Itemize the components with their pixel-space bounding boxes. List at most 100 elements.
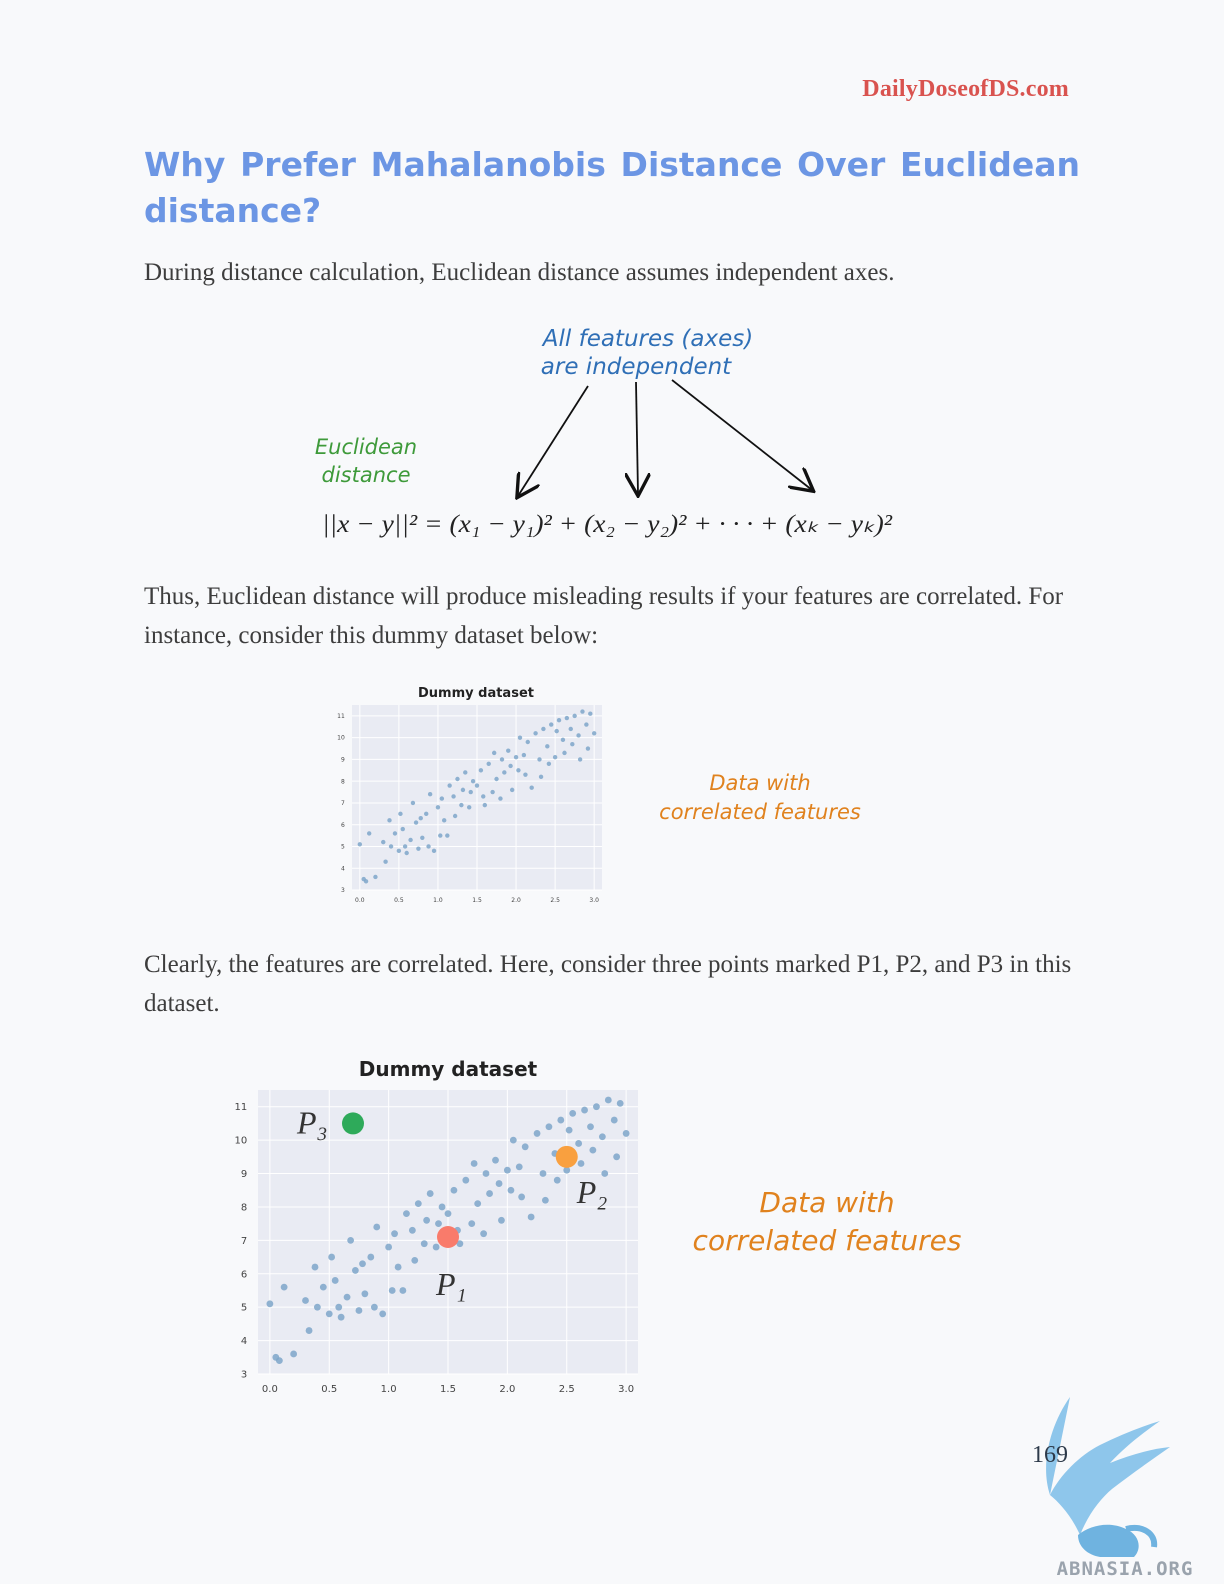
data-point: [492, 1156, 499, 1164]
small-chart-title: Dummy dataset: [418, 686, 534, 701]
data-point: [302, 1297, 309, 1304]
y-tick-label: 7: [341, 800, 345, 807]
data-point: [388, 844, 394, 849]
data-point: [275, 1357, 283, 1365]
small-annotation-line2: correlated features: [659, 800, 861, 824]
large-annotation-line1: Data with: [759, 1186, 894, 1219]
data-point: [509, 787, 515, 793]
data-point: [388, 1287, 396, 1294]
data-point: [541, 1196, 549, 1204]
y-tick-label: 4: [341, 865, 345, 872]
data-point: [518, 1193, 526, 1201]
data-point: [565, 1126, 573, 1134]
data-point: [564, 715, 570, 721]
x-tick-label: 3.0: [618, 1384, 634, 1395]
arrow-1: [518, 385, 589, 496]
data-point: [598, 1133, 606, 1141]
data-point: [420, 1240, 428, 1248]
data-point: [381, 839, 386, 845]
data-point: [537, 757, 542, 762]
data-point: [563, 1166, 571, 1174]
data-point: [319, 1283, 327, 1291]
data-point: [576, 733, 581, 738]
data-point: [438, 833, 443, 838]
x-tick-label: 3.0: [589, 897, 599, 904]
data-point: [396, 848, 402, 854]
data-point: [444, 1210, 452, 1218]
data-point: [515, 1163, 523, 1171]
data-point: [593, 1103, 600, 1111]
data-point: [414, 1200, 422, 1207]
data-point: [460, 787, 466, 793]
data-point: [557, 1116, 565, 1124]
data-point: [399, 1287, 407, 1294]
data-point: [517, 735, 523, 740]
data-point: [373, 874, 378, 880]
data-point: [379, 1310, 387, 1318]
y-tick-label: 11: [234, 1102, 247, 1113]
data-point: [560, 737, 566, 743]
data-point: [431, 848, 437, 854]
data-point: [426, 844, 431, 849]
data-point: [478, 768, 484, 773]
x-tick-label: 0.5: [321, 1384, 337, 1395]
data-point: [470, 1160, 478, 1167]
data-point: [616, 1099, 624, 1107]
y-tick-label: 10: [234, 1136, 247, 1147]
data-point: [486, 761, 491, 766]
data-point: [513, 755, 519, 760]
euclidean-figure: All features (axes) are independent Eucl…: [315, 326, 893, 538]
abnasia-logo: ABNASIA.ORG: [1046, 1397, 1192, 1580]
data-point: [610, 1116, 618, 1124]
data-point: [575, 1140, 583, 1147]
data-point: [549, 722, 554, 727]
highlight-point-1: [437, 1226, 459, 1249]
data-point: [411, 1257, 419, 1264]
data-point: [363, 879, 369, 884]
data-point: [521, 1143, 529, 1151]
x-tick-label: 2.0: [511, 897, 521, 904]
data-point: [516, 768, 521, 773]
data-point: [459, 802, 464, 808]
data-point: [280, 1283, 288, 1291]
data-point: [490, 789, 495, 795]
data-point: [359, 1260, 366, 1268]
data-point: [427, 792, 433, 797]
x-tick-label: 2.0: [499, 1384, 515, 1395]
data-point: [470, 778, 476, 784]
dummy-scatter-large: Dummy dataset 0.0 0.5 1.0 1.5 2.0 2.5 3.0 3 4 5 6 7…: [234, 1057, 961, 1395]
data-point: [527, 1213, 535, 1221]
data-point: [357, 842, 363, 847]
independent-annotation-line2: are independent: [541, 354, 732, 380]
data-point: [451, 794, 456, 799]
data-point: [474, 783, 480, 788]
data-point: [591, 731, 597, 736]
data-point: [311, 1263, 319, 1271]
data-point: [328, 1253, 336, 1261]
data-point: [474, 1200, 482, 1207]
data-point: [391, 1230, 398, 1238]
data-point: [403, 1210, 410, 1218]
arrow-3: [671, 379, 812, 490]
data-point: [498, 796, 503, 801]
data-point: [290, 1350, 298, 1358]
y-tick-label: 8: [241, 1202, 247, 1213]
highlight-label-3: P₃: [296, 1104, 328, 1140]
y-tick-label: 4: [241, 1336, 247, 1347]
data-point: [545, 744, 550, 749]
data-point: [445, 833, 450, 838]
data-point: [601, 1170, 609, 1177]
data-point: [495, 1180, 503, 1187]
data-point: [426, 1190, 434, 1197]
data-point: [466, 805, 472, 810]
data-point: [499, 757, 505, 762]
independent-annotation-line1: All features (axes): [541, 326, 753, 352]
data-point: [420, 835, 425, 840]
x-tick-label: 1.5: [440, 1384, 456, 1395]
data-point: [370, 1303, 378, 1311]
paragraph-3: Clearly, the features are correlated. He…: [144, 951, 1072, 1017]
data-point: [468, 1220, 476, 1228]
data-point: [587, 1123, 594, 1131]
euclidean-formula: ||x − y||² = (x₁ − y₁)² + (x₂ − y₂)² + ·…: [322, 511, 893, 538]
data-point: [325, 1310, 333, 1318]
